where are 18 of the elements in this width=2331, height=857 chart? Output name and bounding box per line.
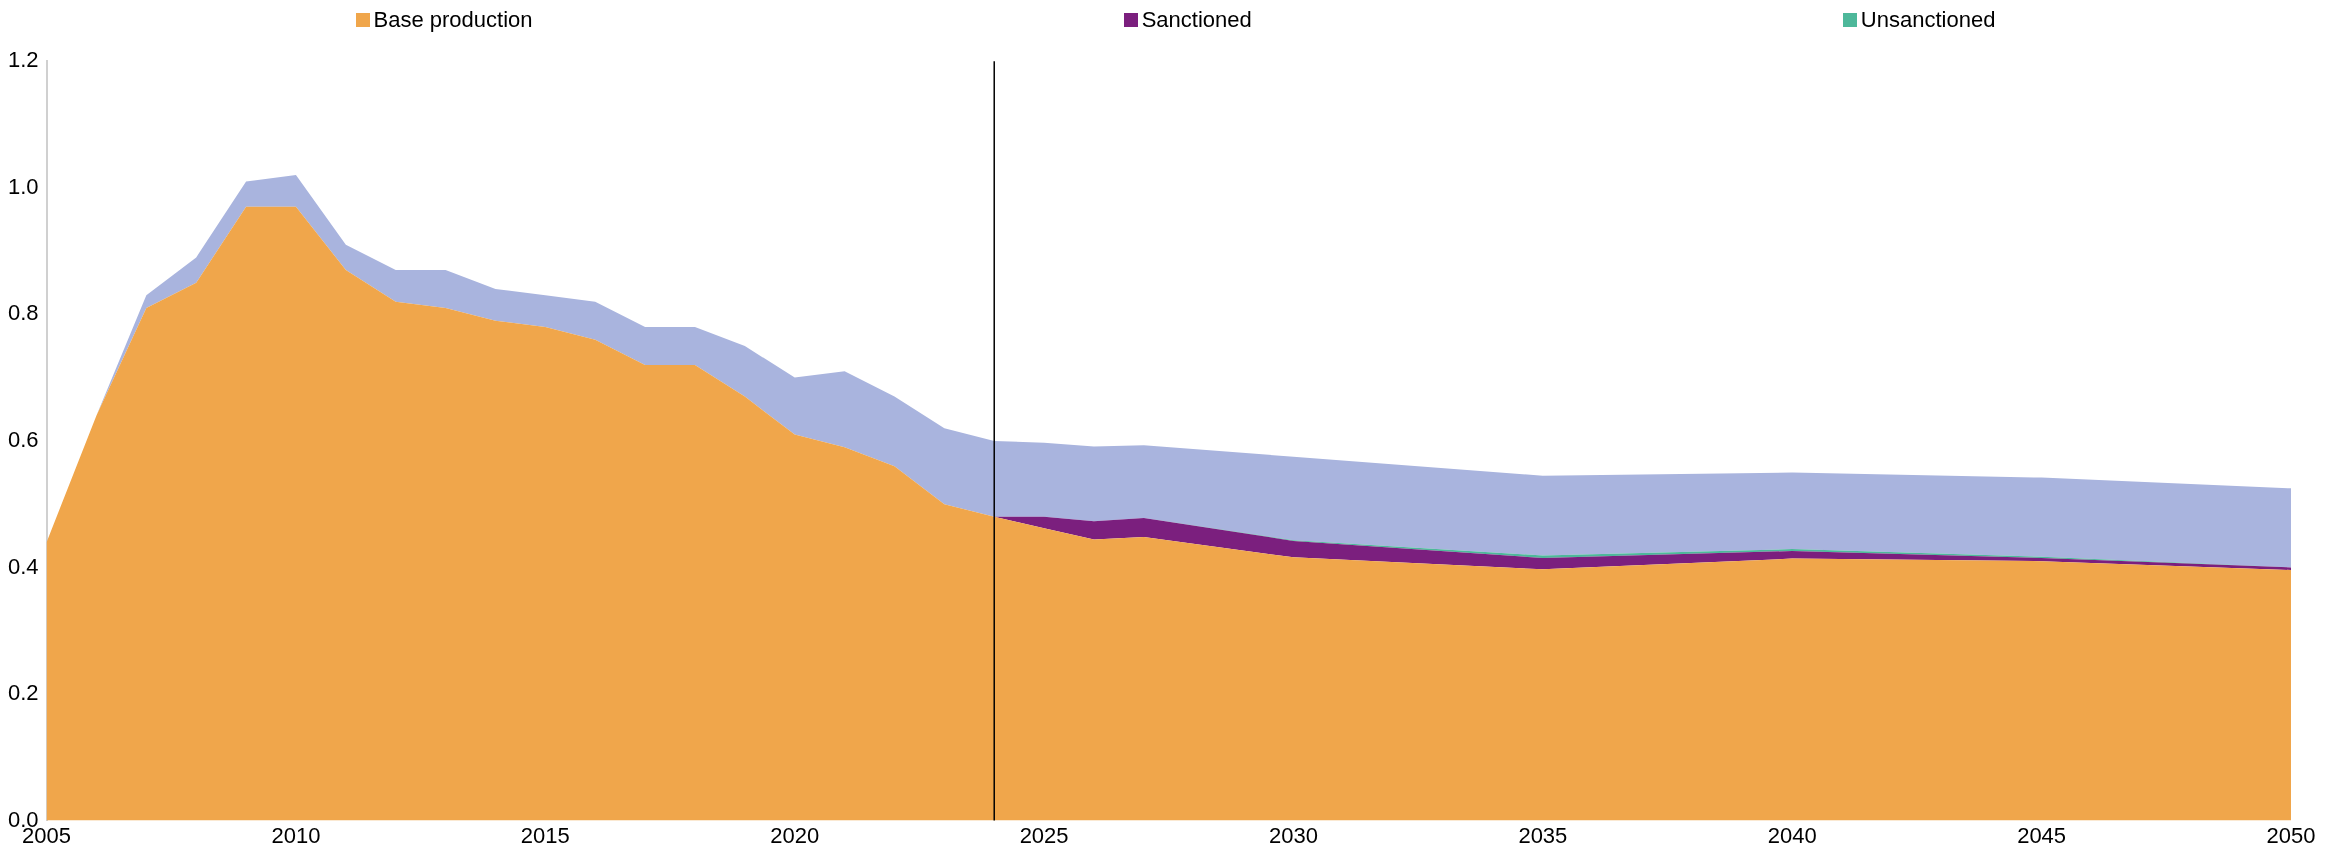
y-tick-label: 1.2 xyxy=(7,47,39,73)
x-tick-label: 2040 xyxy=(1767,822,1817,848)
y-tick-label: 0.6 xyxy=(7,426,39,452)
legend-label: Sanctioned xyxy=(1141,7,1252,33)
x-tick-label: 2010 xyxy=(271,822,321,848)
x-tick-label: 2035 xyxy=(1518,822,1568,848)
x-tick-label: 2020 xyxy=(770,822,820,848)
y-tick-label: 0.4 xyxy=(7,553,39,579)
legend-label: Unsanctioned xyxy=(1860,7,1996,33)
x-tick-label: 2015 xyxy=(520,822,570,848)
y-tick-label: 1.0 xyxy=(7,173,39,199)
x-tick-label: 2045 xyxy=(2017,822,2067,848)
x-tick-label: 2030 xyxy=(1269,822,1318,848)
x-tick-label: 2050 xyxy=(2266,822,2316,848)
y-tick-label: 0.8 xyxy=(7,300,39,326)
x-tick-label: 2025 xyxy=(1019,822,1069,848)
legend-label: Base production xyxy=(373,7,533,33)
y-tick-label: 0.2 xyxy=(7,680,39,706)
